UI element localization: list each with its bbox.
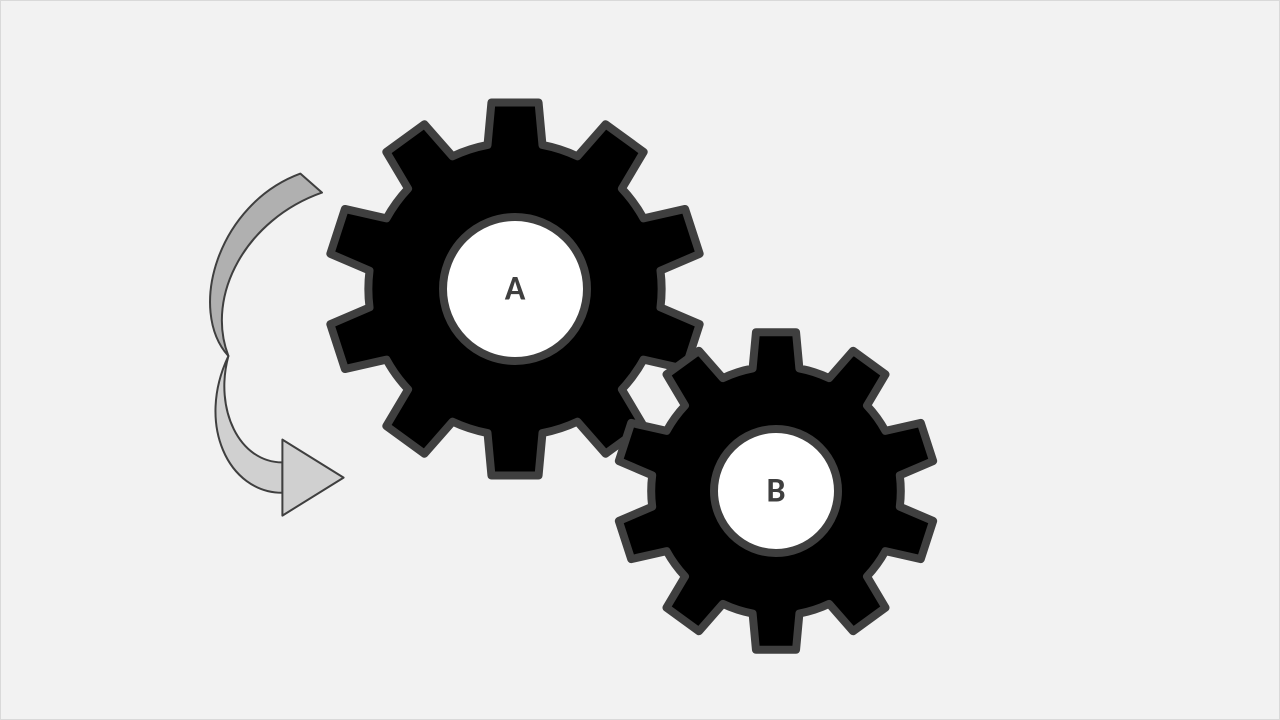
- gear-a-label: A: [505, 269, 526, 310]
- gear-b-label: B: [766, 471, 785, 512]
- diagram-canvas: AB: [0, 0, 1280, 720]
